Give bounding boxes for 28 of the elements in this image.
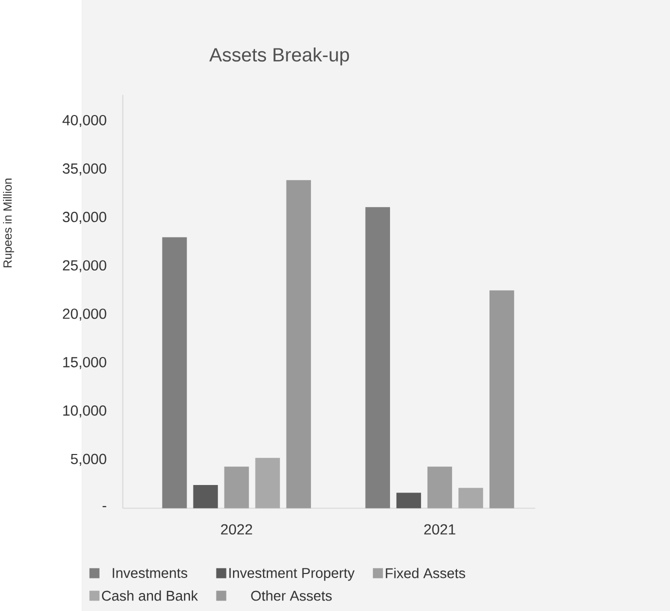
bar	[396, 492, 422, 508]
y-tick-label: 10,000	[63, 405, 106, 418]
bar	[427, 466, 452, 508]
legend-label: Cash and Bank	[102, 590, 198, 601]
legend-label: Fixed Assets	[386, 568, 466, 578]
legend-label: Investments	[112, 568, 188, 578]
bar	[286, 180, 311, 508]
y-tick-label: 15,000	[63, 356, 106, 369]
y-tick-label: 35,000	[62, 163, 106, 176]
legend-label: Investment Property	[229, 568, 355, 581]
chart-title: Assets Break-up	[209, 47, 349, 66]
bar	[365, 207, 390, 508]
legend-label: Other Assets	[251, 590, 332, 601]
x-tick-label: 2021	[424, 524, 456, 534]
y-axis-title: Rupees in Million	[3, 178, 14, 268]
y-tick-label: 25,000	[62, 260, 106, 272]
bar	[489, 290, 514, 508]
y-tick-label: 5,000	[70, 454, 106, 466]
bar	[458, 488, 484, 508]
bar	[162, 237, 187, 508]
bar	[255, 458, 280, 508]
y-tick-label: 40,000	[62, 114, 106, 127]
y-tick-label: 20,000	[62, 308, 106, 320]
x-tick-label: 2022	[221, 524, 252, 534]
bar	[224, 466, 249, 508]
y-tick-label: 30,000	[62, 212, 106, 224]
y-tick-label: -	[102, 506, 106, 507]
bar	[193, 484, 218, 508]
